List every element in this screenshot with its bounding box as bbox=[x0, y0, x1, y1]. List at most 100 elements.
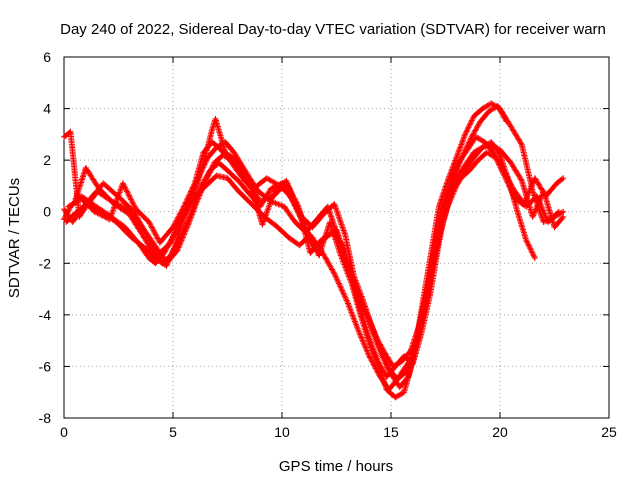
data-point-group bbox=[119, 180, 139, 211]
data-point-group bbox=[185, 199, 200, 228]
data-point-group bbox=[226, 157, 243, 178]
data-point-group bbox=[436, 197, 451, 246]
data-point-group bbox=[218, 146, 232, 162]
data-point-group bbox=[128, 234, 147, 250]
data-point bbox=[560, 213, 567, 220]
data-point-group bbox=[340, 242, 355, 281]
data-point-group bbox=[344, 299, 361, 332]
data-point-group bbox=[453, 163, 468, 182]
chart-title: Day 240 of 2022, Sidereal Day-to-day VTE… bbox=[60, 21, 606, 38]
data-point-group bbox=[470, 106, 485, 120]
data-point-group bbox=[212, 115, 228, 154]
data-point-group bbox=[357, 311, 372, 345]
data-point-group bbox=[235, 188, 254, 206]
data-point-group bbox=[283, 177, 302, 214]
data-point-group bbox=[259, 187, 278, 228]
data-point-group bbox=[497, 146, 513, 165]
data-point-group bbox=[106, 181, 126, 223]
data-point-group bbox=[235, 177, 252, 196]
data-point-group bbox=[377, 345, 392, 371]
data-point-group bbox=[348, 280, 364, 317]
data-point-group bbox=[82, 164, 102, 191]
data-point-group bbox=[488, 141, 502, 153]
data-point-group bbox=[436, 179, 451, 210]
data-point-group bbox=[383, 353, 396, 369]
data-point-group bbox=[172, 215, 187, 249]
data-point-group bbox=[78, 195, 97, 214]
data-point-group bbox=[307, 238, 324, 256]
data-point-group bbox=[462, 155, 476, 174]
y-tick-label: -4 bbox=[39, 307, 52, 323]
data-point-group bbox=[468, 119, 483, 140]
data-point-group bbox=[224, 167, 241, 183]
data-point-group bbox=[518, 141, 536, 193]
series-track-f bbox=[65, 139, 567, 380]
data-point-group bbox=[464, 135, 479, 153]
data-point-group bbox=[113, 219, 134, 240]
data-point-group bbox=[444, 156, 459, 184]
data-point-group bbox=[551, 215, 566, 231]
data-point-group bbox=[457, 168, 472, 182]
data-point-group bbox=[63, 209, 79, 225]
data-point-group bbox=[394, 369, 409, 383]
data-point-group bbox=[130, 208, 150, 237]
y-tick-label: 2 bbox=[43, 152, 51, 168]
y-tick-label: -2 bbox=[39, 255, 52, 271]
data-point-group bbox=[490, 149, 505, 170]
data-point-group bbox=[224, 175, 241, 193]
data-point-group bbox=[117, 195, 136, 214]
data-point-group bbox=[418, 292, 433, 336]
data-point-group bbox=[473, 133, 487, 145]
data-point-group bbox=[141, 244, 158, 261]
data-point bbox=[560, 208, 567, 215]
data-point-group bbox=[514, 208, 529, 242]
data-point-group bbox=[427, 241, 442, 298]
data-point-group bbox=[488, 100, 502, 111]
data-point-group bbox=[418, 256, 433, 313]
data-point-group bbox=[156, 240, 173, 256]
data-point-group bbox=[551, 209, 565, 220]
tick-layer: 0 5 10 15 20 25 -8 -6 -4 -2 0 2 4 6 bbox=[39, 49, 617, 440]
data-point-group bbox=[470, 145, 485, 156]
data-point bbox=[531, 255, 538, 262]
data-point-group bbox=[143, 231, 160, 258]
data-point-group bbox=[180, 189, 198, 220]
data-point-group bbox=[209, 139, 223, 152]
data-point-group bbox=[156, 225, 175, 246]
data-point-group bbox=[163, 243, 178, 269]
data-point-group bbox=[359, 296, 374, 327]
data-layer bbox=[61, 100, 567, 401]
data-point-group bbox=[348, 275, 364, 312]
data-point-group bbox=[540, 188, 557, 229]
data-point-group bbox=[523, 237, 538, 260]
data-point-group bbox=[152, 255, 169, 268]
data-point-group bbox=[553, 176, 566, 187]
data-point-group bbox=[91, 208, 112, 222]
data-point-group bbox=[202, 161, 217, 184]
data-point-group bbox=[499, 164, 516, 191]
data-point-group bbox=[518, 177, 536, 219]
data-point-group bbox=[274, 224, 291, 240]
data-point-group bbox=[331, 201, 348, 237]
data-point-group bbox=[507, 159, 524, 183]
data-point-group bbox=[507, 123, 524, 147]
data-point-group bbox=[438, 181, 453, 213]
data-point-group bbox=[180, 181, 198, 210]
x-tick-label: 20 bbox=[492, 424, 508, 440]
data-point-group bbox=[444, 176, 459, 202]
data-point-group bbox=[342, 231, 357, 278]
data-point-group bbox=[61, 132, 70, 140]
data-point-group bbox=[357, 306, 372, 340]
y-tick-label: 6 bbox=[43, 49, 51, 65]
data-point-group bbox=[446, 161, 461, 187]
data-point-group bbox=[65, 196, 84, 210]
data-point-group bbox=[194, 179, 209, 205]
y-tick-label: 4 bbox=[43, 101, 51, 117]
data-point-group bbox=[366, 335, 381, 363]
data-point-group bbox=[477, 109, 492, 125]
data-point-group bbox=[355, 327, 372, 358]
data-point-group bbox=[455, 148, 470, 166]
data-point-group bbox=[146, 219, 163, 245]
